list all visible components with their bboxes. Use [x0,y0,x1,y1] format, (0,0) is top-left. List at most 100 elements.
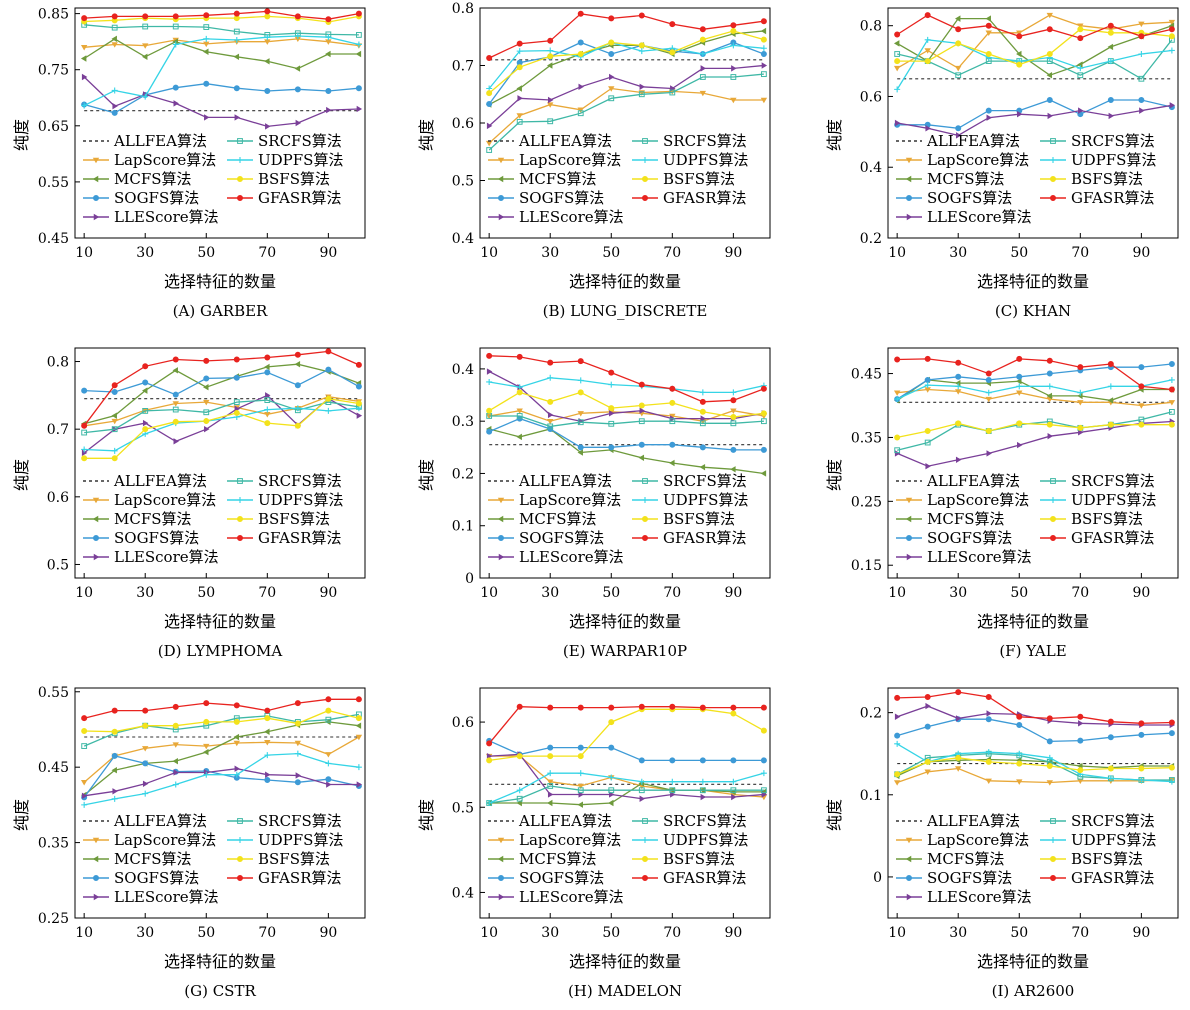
legend-item-bsfs: BSFS算法 [1040,170,1143,188]
point-mcfs [638,454,645,461]
legend-label: SRCFS算法 [1071,472,1155,490]
point-udpfs [1168,376,1175,383]
y-tick-label: 0.65 [38,119,69,135]
legend-item-allfea: ALLFEA算法 [488,812,612,830]
legend-item-mcfs: MCFS算法 [83,850,192,868]
legend-marker [93,213,100,221]
legend-label: MCFS算法 [114,170,192,188]
point-gfasr [638,381,645,388]
point-lapscore [111,42,118,48]
legend-label: GFASR算法 [663,869,747,887]
point-udpfs [608,774,615,781]
series-lapscore [893,387,1176,409]
line-chart: 0.45 0.55 0.65 0.75 0.85 10 30 50 70 90 选择特征的数量 纯度 A… [12,7,366,291]
point-gfasr [294,13,301,20]
point-gfasr [233,10,240,17]
point-gfasr [955,26,962,33]
point-udpfs [355,41,362,48]
legend-label: UDPFS算法 [1071,491,1156,509]
y-tick-label: 0.6 [860,89,882,105]
legend-label: SRCFS算法 [663,132,747,150]
legend-item-sogfs: SOGFS算法 [896,189,1012,207]
point-udpfs [111,447,118,454]
point-sogfs [955,125,962,132]
point-sogfs [1138,731,1145,738]
y-axis-label: 纯度 [825,459,844,491]
legend-label: LapScore算法 [927,151,1029,169]
point-lapscore [985,30,992,36]
x-tick-label: 90 [1132,585,1150,601]
legend-marker [93,194,100,201]
point-srcfs [760,787,767,794]
point-bsfs [924,428,931,435]
point-udpfs [142,93,149,100]
point-bsfs [577,51,584,58]
point-udpfs [730,42,737,49]
line-bsfs [488,30,765,94]
legend-label: UDPFS算法 [663,491,748,509]
legend-marker [236,194,243,201]
x-tick-label: 10 [75,245,93,261]
legend-item-llescore: LLEScore算法 [896,888,1032,906]
point-srcfs [142,23,149,30]
line-gfasr [897,358,1172,391]
series-bsfs [486,27,767,97]
point-mcfs [577,801,583,808]
chart-panel-7: 0.25 0.35 0.45 0.55 10 30 50 70 90 选择特征的数量 纯度 ALLFE… [0,680,380,1010]
point-sogfs [233,85,240,92]
point-lapscore [172,401,179,407]
point-llescore [295,119,302,127]
series-bsfs [894,754,1175,778]
y-tick-label: 0.7 [47,422,69,438]
line-srcfs [897,39,1173,80]
point-mcfs [294,361,301,368]
x-axis-label: 选择特征的数量 [569,272,681,291]
point-udpfs [172,41,179,48]
point-bsfs [760,36,767,43]
legend-marker [906,194,913,201]
legend-label: LLEScore算法 [927,888,1032,906]
series-llescore [894,418,1176,470]
legend-marker [92,855,99,863]
legend-marker [906,874,913,881]
point-srcfs [516,413,523,419]
series-sogfs [894,716,1175,745]
legend-marker [906,553,913,561]
legend-item-bsfs: BSFS算法 [227,850,330,868]
point-llescore [547,791,554,798]
line-bsfs [489,708,765,762]
line-gfasr [83,350,360,427]
point-mcfs [1046,392,1053,400]
legend-item-srcfs: SRCFS算法 [1040,812,1155,830]
x-tick-label: 50 [197,925,215,941]
point-gfasr [516,353,523,360]
point-mcfs [1077,61,1083,68]
point-bsfs [294,422,301,429]
point-gfasr [142,363,149,370]
point-gfasr [233,356,240,363]
legend-label: ALLFEA算法 [113,132,207,150]
legend-marker [905,497,913,504]
point-llescore [1078,720,1084,727]
point-llescore [326,106,332,114]
point-sogfs [608,51,615,58]
point-llescore [1047,112,1053,120]
legend-item-allfea: ALLFEA算法 [896,812,1020,830]
point-gfasr [1016,355,1023,362]
x-axis-label: 选择特征的数量 [977,272,1089,291]
point-udpfs [81,801,88,808]
legend-marker [642,157,648,163]
y-tick-label: 0.4 [452,362,474,378]
point-bsfs [172,722,179,729]
point-srcfs [172,406,179,413]
point-gfasr [669,703,676,710]
line-lapscore [488,87,764,144]
line-udpfs [83,35,360,107]
point-gfasr [1046,357,1053,364]
point-udpfs [608,381,615,388]
point-lapscore [1016,390,1023,396]
legend-label: UDPFS算法 [258,831,343,849]
legend-marker [641,515,648,522]
point-udpfs [486,378,493,385]
